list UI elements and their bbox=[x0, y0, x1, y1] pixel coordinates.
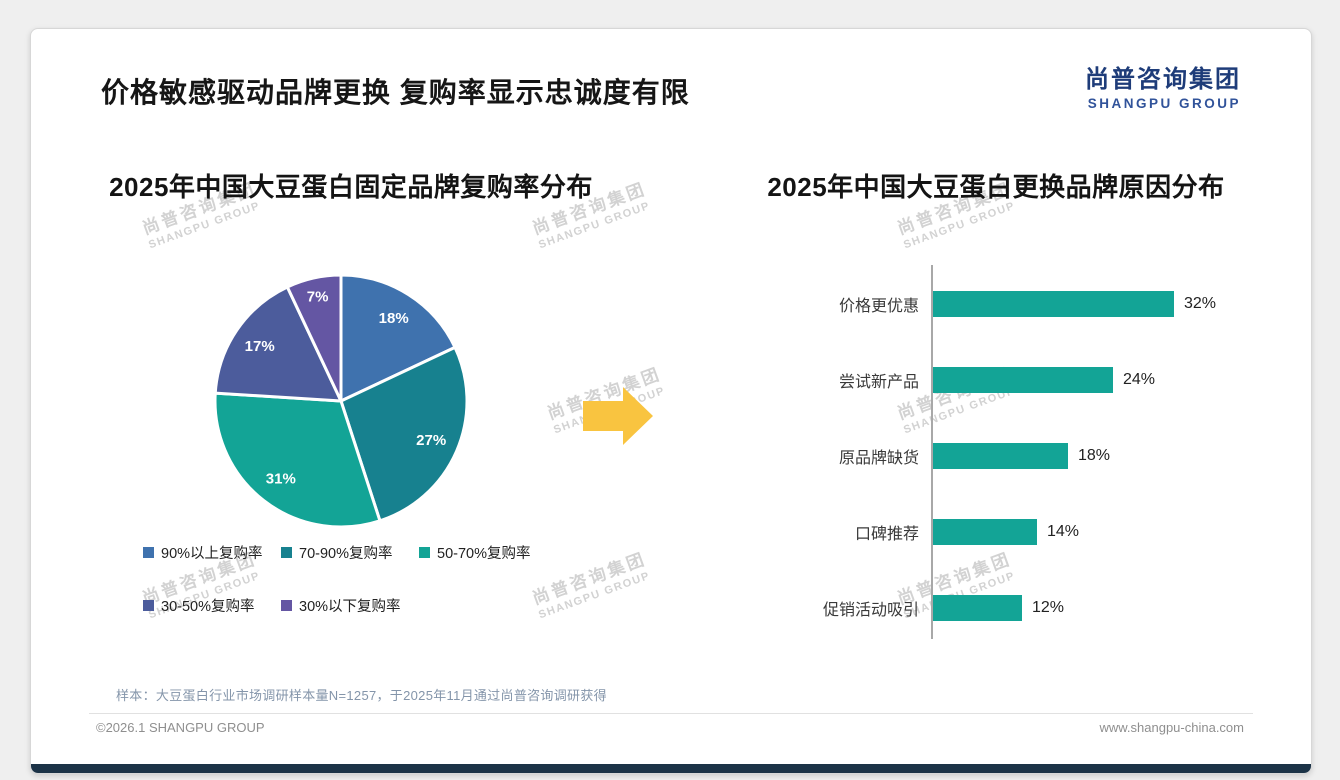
bar-fill bbox=[931, 291, 1174, 317]
bar-fill bbox=[931, 367, 1113, 393]
pie-chart-title: 2025年中国大豆蛋白固定品牌复购率分布 bbox=[109, 172, 593, 202]
bar-chart-title: 2025年中国大豆蛋白更换品牌原因分布 bbox=[767, 172, 1225, 202]
legend-label: 30-50%复购率 bbox=[161, 599, 255, 615]
bar-fill bbox=[931, 595, 1022, 621]
pie-slice-label: 31% bbox=[266, 471, 296, 488]
arrow-right-shape bbox=[583, 387, 653, 445]
footer-divider bbox=[89, 713, 1253, 714]
pie-slice-label: 17% bbox=[245, 338, 275, 355]
legend-item: 70-90%复购率 bbox=[281, 542, 419, 563]
pie-slice-label: 18% bbox=[379, 310, 409, 327]
legend-item: 30-50%复购率 bbox=[143, 595, 281, 616]
bar-fill bbox=[931, 443, 1068, 469]
pie-chart: 18% 27% 31% 17% 7% bbox=[213, 273, 469, 529]
bar-category-label: 价格更优惠 bbox=[838, 298, 919, 315]
pie-slice bbox=[285, 273, 343, 403]
legend-swatch bbox=[143, 547, 154, 558]
legend-swatch bbox=[143, 600, 154, 611]
bar-chart: 价格更优惠 32% 尝试新产品 24% 原品牌缺货 18% 口碑推荐 14% 促销活动吸引 12% bbox=[731, 266, 1301, 646]
bar-chart-axis bbox=[931, 265, 933, 639]
legend-label: 70-90%复购率 bbox=[299, 546, 393, 562]
bar-value-label: 32% bbox=[1184, 295, 1217, 312]
slide-bottom-bar bbox=[31, 764, 1311, 773]
pie-slice bbox=[213, 391, 382, 529]
bar-row: 价格更优惠 32% bbox=[731, 266, 1301, 342]
sample-note: 样本：大豆蛋白行业市场调研样本量N=1257，于2025年11月通过尚普咨询调研… bbox=[116, 688, 607, 703]
legend-label: 30%以下复购率 bbox=[299, 599, 401, 615]
slide-content: 价格敏感驱动品牌更换 复购率显示忠诚度有限 尚普咨询集团 SHANGPU GRO… bbox=[31, 29, 1311, 773]
pie-slice-label: 27% bbox=[416, 432, 446, 449]
footer-copyright: ©2026.1 SHANGPU GROUP bbox=[96, 720, 265, 735]
arrow-right-icon bbox=[583, 387, 653, 445]
brand-logo-cn: 尚普咨询集团 bbox=[1085, 66, 1241, 93]
legend-item: 90%以上复购率 bbox=[143, 542, 281, 563]
legend-item: 50-70%复购率 bbox=[419, 542, 557, 563]
pie-legend: 90%以上复购率 70-90%复购率 50-70%复购率 30-50%复购率 30%以下… bbox=[143, 542, 623, 648]
pie-slice bbox=[213, 285, 343, 403]
bar-row: 促销活动吸引 12% bbox=[731, 570, 1301, 646]
bar-category-label: 口碑推荐 bbox=[854, 526, 919, 543]
brand-logo: 尚普咨询集团 SHANGPU GROUP bbox=[1085, 59, 1241, 111]
bar-fill bbox=[931, 519, 1037, 545]
footer-website: www.shangpu-china.com bbox=[1099, 720, 1244, 735]
legend-item: 30%以下复购率 bbox=[281, 595, 419, 616]
legend-label: 50-70%复购率 bbox=[437, 546, 531, 562]
bar-row: 原品牌缺货 18% bbox=[731, 418, 1301, 494]
legend-label: 90%以上复购率 bbox=[161, 546, 263, 562]
legend-swatch bbox=[281, 547, 292, 558]
bar-row: 口碑推荐 14% bbox=[731, 494, 1301, 570]
legend-row: 90%以上复购率 70-90%复购率 50-70%复购率 bbox=[143, 542, 623, 563]
brand-logo-en: SHANGPU GROUP bbox=[1087, 96, 1241, 111]
bar-value-label: 18% bbox=[1078, 447, 1111, 464]
bar-row: 尝试新产品 24% bbox=[731, 342, 1301, 418]
slide: 尚普咨询集团 SHANGPU GROUP 尚普咨询集团 SHANGPU GROUP 尚普… bbox=[30, 28, 1312, 774]
pie-slice-label: 7% bbox=[307, 289, 329, 306]
legend-swatch bbox=[281, 600, 292, 611]
bar-value-label: 14% bbox=[1047, 523, 1080, 540]
pie-slice bbox=[339, 345, 469, 523]
pie-slice bbox=[339, 273, 457, 403]
legend-swatch bbox=[419, 547, 430, 558]
bar-category-label: 原品牌缺货 bbox=[838, 450, 919, 467]
page-title: 价格敏感驱动品牌更换 复购率显示忠诚度有限 bbox=[101, 77, 690, 108]
bar-value-label: 24% bbox=[1123, 371, 1156, 388]
bar-category-label: 促销活动吸引 bbox=[822, 602, 919, 619]
bar-value-label: 12% bbox=[1032, 599, 1065, 616]
bar-category-label: 尝试新产品 bbox=[838, 374, 919, 391]
legend-row: 30-50%复购率 30%以下复购率 bbox=[143, 595, 623, 616]
